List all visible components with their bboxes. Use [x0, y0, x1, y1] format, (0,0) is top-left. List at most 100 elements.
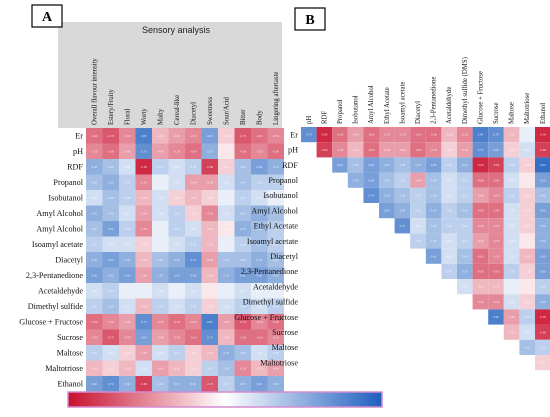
- cell-value: -0.90: [477, 163, 484, 167]
- cell-value: 0.30: [190, 242, 196, 246]
- heatmap-cell: [234, 267, 251, 283]
- cell-value: 0.30: [273, 242, 279, 246]
- heatmap-cell: [472, 248, 489, 264]
- heatmap-cell: [267, 360, 284, 376]
- heatmap-cell: [119, 329, 136, 345]
- heatmap-cell: [135, 298, 152, 314]
- heatmap-cell: [251, 267, 268, 283]
- heatmap-cell: [457, 142, 473, 158]
- cell-value: 0.10: [223, 289, 229, 293]
- heatmap-cell: [488, 127, 504, 143]
- cell-value: -0.60: [493, 178, 500, 182]
- column-label: Lingering aftertaste: [273, 72, 280, 125]
- cell-value: -0.40: [477, 239, 484, 243]
- heatmap-cell: [267, 143, 284, 159]
- heatmap-cell: [251, 174, 268, 190]
- cell-value: 0.40: [256, 227, 262, 231]
- cell-value: -0.40: [477, 194, 484, 198]
- cell-value: 0.20: [524, 330, 530, 334]
- heatmap-cell: [267, 128, 284, 144]
- cell-value: 0.20: [256, 196, 262, 200]
- heatmap-cell: [472, 187, 489, 203]
- heatmap-cell: [234, 205, 251, 221]
- row-label: pH: [288, 146, 298, 155]
- heatmap-cell: [135, 205, 152, 221]
- cell-value: 0.30: [174, 211, 180, 215]
- heatmap-cell: [185, 236, 202, 252]
- cell-value: -0.20: [190, 211, 197, 215]
- row-label: Diacetyl: [55, 256, 83, 265]
- cell-value: 0.50: [124, 382, 130, 386]
- heatmap-cell: [457, 127, 473, 143]
- cell-value: 0.90: [540, 163, 546, 167]
- column-label: Floral: [124, 109, 131, 125]
- cell-value: 0.30: [446, 270, 452, 274]
- cell-value: 0.20: [190, 289, 196, 293]
- cell-value: -0.40: [157, 335, 164, 339]
- heatmap-cell: [441, 233, 457, 249]
- cell-value: 0.30: [273, 304, 279, 308]
- heatmap-cell: [363, 142, 379, 158]
- cell-value: 0.30: [157, 165, 163, 169]
- cell-value: 0.30: [157, 304, 163, 308]
- column-label: Dimethyl sulfide (DMS): [462, 57, 469, 124]
- cell-value: 0.20: [91, 289, 97, 293]
- cell-value: -0.30: [140, 258, 147, 262]
- cell-value: 0.70: [190, 258, 196, 262]
- heatmap-cell: [86, 159, 103, 175]
- heatmap-cell: [152, 314, 169, 330]
- heatmap-cell: [267, 345, 284, 361]
- column-label: Isobutanol: [353, 95, 360, 124]
- cell-value: -0.30: [493, 285, 500, 289]
- cell-value: 0.80: [478, 133, 484, 137]
- heatmap-cell: [267, 283, 284, 299]
- heatmap-cell: [472, 157, 489, 173]
- cell-value: -0.50: [383, 133, 390, 137]
- cell-value: -0.50: [493, 254, 500, 258]
- cell-value: 0.60: [431, 254, 437, 258]
- cell-value: -0.50: [272, 134, 279, 138]
- cell-value: 0.20: [509, 224, 515, 228]
- cell-value: 0.50: [462, 163, 468, 167]
- cell-value: 0.40: [431, 178, 437, 182]
- heatmap-cell: [251, 376, 268, 392]
- cell-value: 0.30: [273, 227, 279, 231]
- cell-value: 0.50: [207, 149, 213, 153]
- heatmap-cell: [168, 360, 185, 376]
- cell-value: 0.20: [141, 366, 147, 370]
- heatmap-cell: [86, 190, 103, 206]
- cell-value: 0.50: [108, 273, 114, 277]
- heatmap-cell: [135, 190, 152, 206]
- cell-value: 0.30: [91, 242, 97, 246]
- heatmap-cell: [185, 360, 202, 376]
- heatmap-cell: [488, 263, 504, 279]
- heatmap-cell: [425, 157, 442, 173]
- heatmap-cell: [102, 298, 119, 314]
- heatmap-cell: [152, 267, 169, 283]
- heatmap-cell: [152, 298, 169, 314]
- heatmap-cell: [102, 376, 119, 392]
- heatmap-cell: [519, 248, 535, 264]
- cell-value: -0.50: [461, 133, 468, 137]
- heatmap-cell: [234, 221, 251, 237]
- row-label: Ethanol: [58, 380, 84, 389]
- cell-value: -0.60: [493, 270, 500, 274]
- column-label: Estery/Fruity: [108, 89, 115, 125]
- heatmap-cell: [503, 233, 520, 249]
- heatmap-cell: [394, 172, 411, 188]
- row-label: Isoamyl acetate: [32, 240, 84, 249]
- cell-value: -0.20: [223, 134, 230, 138]
- row-label: Acetaldehyde: [253, 282, 298, 291]
- heatmap-cell: [86, 143, 103, 159]
- heatmap-cell: [488, 157, 504, 173]
- cell-value: 0.70: [368, 194, 374, 198]
- heatmap-cell: [218, 345, 235, 361]
- heatmap-cell: [394, 142, 411, 158]
- heatmap-cell: [102, 267, 119, 283]
- heatmap-cell: [86, 252, 103, 268]
- heatmap-cell: [503, 172, 520, 188]
- cell-value: 0.20: [174, 180, 180, 184]
- cell-value: -0.30: [157, 134, 164, 138]
- heatmap-cell: [119, 252, 136, 268]
- cell-value: 0.40: [157, 382, 163, 386]
